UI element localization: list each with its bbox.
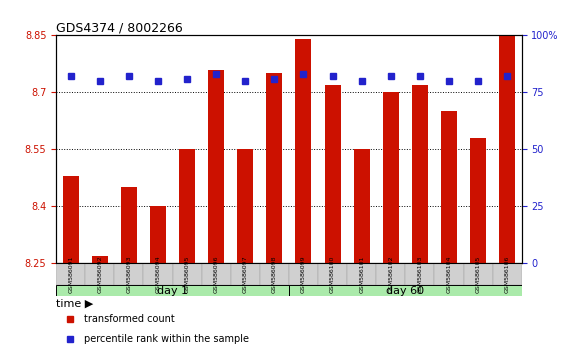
- Text: day 60: day 60: [387, 286, 424, 296]
- Text: GSM586094: GSM586094: [155, 255, 160, 293]
- Text: GSM586091: GSM586091: [68, 255, 73, 293]
- Bar: [208, 70, 224, 263]
- Bar: [85, 263, 114, 285]
- Text: GSM586093: GSM586093: [126, 255, 131, 293]
- Text: GSM586098: GSM586098: [272, 255, 277, 293]
- Bar: [441, 112, 457, 263]
- Bar: [121, 187, 137, 263]
- Text: GSM586101: GSM586101: [359, 255, 364, 293]
- Bar: [325, 85, 341, 263]
- Text: GSM586103: GSM586103: [417, 255, 422, 293]
- Text: day 1: day 1: [157, 286, 188, 296]
- Bar: [376, 263, 405, 285]
- Bar: [289, 285, 522, 296]
- Bar: [493, 263, 522, 285]
- Bar: [114, 263, 144, 285]
- Bar: [63, 176, 79, 263]
- Bar: [266, 73, 282, 263]
- Bar: [463, 263, 493, 285]
- Text: GSM586106: GSM586106: [505, 255, 510, 293]
- Bar: [231, 263, 260, 285]
- Text: GSM586099: GSM586099: [301, 255, 306, 293]
- Text: GSM586105: GSM586105: [476, 255, 481, 293]
- Text: GSM586095: GSM586095: [185, 255, 190, 293]
- Bar: [289, 263, 318, 285]
- Bar: [92, 256, 108, 263]
- Text: GSM586092: GSM586092: [97, 255, 102, 293]
- Bar: [353, 149, 370, 263]
- Bar: [150, 206, 166, 263]
- Text: GSM586102: GSM586102: [388, 255, 393, 293]
- Text: GSM586100: GSM586100: [330, 255, 335, 293]
- Bar: [499, 35, 515, 263]
- Bar: [56, 285, 289, 296]
- Bar: [405, 263, 434, 285]
- Text: GSM586104: GSM586104: [447, 255, 452, 293]
- Bar: [296, 39, 311, 263]
- Bar: [144, 263, 173, 285]
- Bar: [56, 263, 85, 285]
- Bar: [383, 92, 399, 263]
- Bar: [318, 263, 347, 285]
- Bar: [237, 149, 253, 263]
- Text: percentile rank within the sample: percentile rank within the sample: [84, 334, 249, 344]
- Bar: [470, 138, 486, 263]
- Bar: [434, 263, 463, 285]
- Text: GSM586096: GSM586096: [214, 255, 219, 293]
- Text: GDS4374 / 8002266: GDS4374 / 8002266: [56, 21, 183, 34]
- Bar: [347, 263, 376, 285]
- Bar: [412, 85, 428, 263]
- Bar: [179, 149, 195, 263]
- Text: GSM586097: GSM586097: [243, 255, 248, 293]
- Bar: [173, 263, 201, 285]
- Bar: [201, 263, 231, 285]
- Bar: [260, 263, 289, 285]
- Text: transformed count: transformed count: [84, 314, 175, 324]
- Text: time ▶: time ▶: [56, 299, 93, 309]
